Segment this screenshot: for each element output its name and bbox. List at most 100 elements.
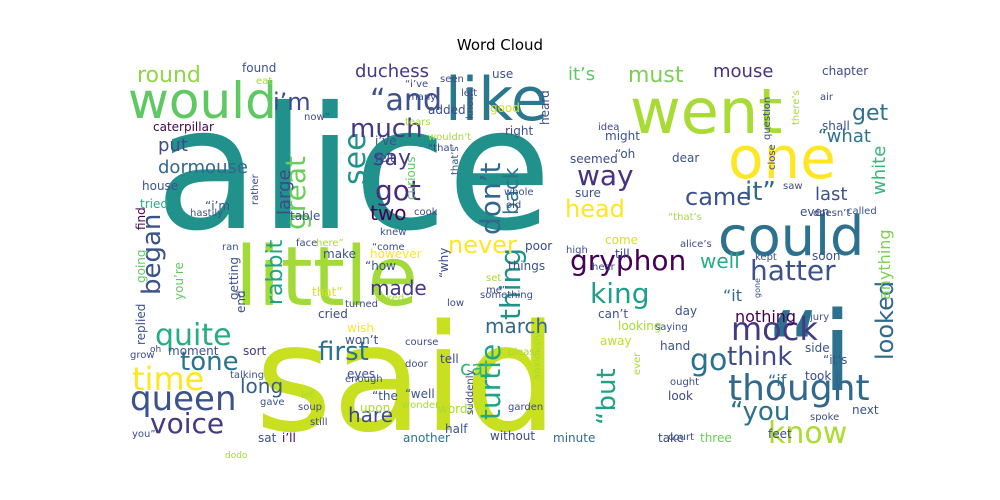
word-8: would — [128, 72, 277, 130]
word-28: don’t — [474, 162, 507, 235]
word-192: left — [461, 88, 477, 99]
word-132: use — [492, 67, 513, 81]
word-170: turned — [345, 299, 378, 310]
word-143: close — [767, 144, 778, 170]
word-137: “the — [372, 389, 398, 403]
word-57: “what — [818, 126, 871, 147]
word-35: tone — [180, 347, 239, 377]
word-198: you” — [132, 429, 156, 440]
word-1: said — [255, 293, 558, 465]
word-164: wonder — [402, 400, 440, 411]
word-176: knew — [380, 227, 406, 238]
word-122: that’s — [450, 146, 461, 175]
word-106: however — [370, 247, 422, 261]
word-74: replied — [134, 304, 148, 345]
word-69: found — [242, 61, 276, 75]
word-66: “if — [768, 371, 787, 390]
word-67: chapter — [822, 64, 868, 78]
word-108: “why — [437, 248, 451, 278]
word-163: door — [405, 359, 429, 370]
word-146: called — [847, 206, 877, 217]
word-33: it” — [745, 177, 776, 207]
word-87: took — [805, 369, 831, 383]
word-5: like — [445, 65, 548, 135]
word-167: let — [301, 390, 314, 401]
word-133: shall — [822, 119, 850, 133]
word-121: curious — [404, 156, 418, 200]
word-123: seemed — [570, 152, 618, 166]
word-32: “but — [592, 368, 622, 425]
word-166: soup — [298, 402, 322, 413]
word-25: way — [577, 159, 634, 192]
word-151: gone — [753, 278, 762, 298]
word-95: look — [668, 389, 693, 403]
word-117: hastily — [190, 208, 223, 219]
word-19: go — [690, 343, 727, 378]
word-81: without — [490, 429, 535, 443]
word-18: king — [590, 277, 650, 310]
word-129: added — [428, 103, 466, 117]
word-2: little — [235, 230, 418, 325]
word-42: say — [373, 146, 411, 171]
word-136: “it’s — [823, 353, 847, 367]
word-145: doesn’t — [813, 208, 850, 219]
word-103: cried — [318, 307, 348, 321]
word-187: now” — [304, 112, 330, 123]
word-60: large — [274, 169, 295, 215]
word-62: it’s — [568, 64, 595, 85]
word-46: dormouse — [158, 157, 248, 178]
word-29: head — [565, 195, 625, 223]
word-16: see — [338, 132, 373, 185]
word-100: eyes — [347, 367, 375, 381]
word-44: get — [852, 101, 889, 126]
word-183: whole — [504, 187, 534, 198]
word-124: “oh — [615, 147, 635, 161]
word-175: me” — [486, 285, 507, 296]
word-76: sort — [243, 344, 267, 358]
word-185: wouldn’t — [428, 132, 471, 143]
word-105: make — [323, 247, 356, 261]
word-0: alice — [155, 71, 552, 269]
word-120: i’ve — [375, 134, 397, 148]
word-172: low — [447, 298, 464, 309]
word-40: must — [628, 63, 684, 88]
word-111: come — [605, 233, 638, 247]
word-30: first — [318, 337, 369, 367]
word-139: “that’s — [668, 212, 702, 223]
word-6: one — [728, 124, 836, 192]
word-49: cat — [460, 356, 491, 380]
word-147: alice’s — [680, 239, 712, 250]
word-150: kept — [755, 252, 777, 263]
word-56: white — [869, 146, 890, 195]
word-119: felt — [375, 151, 395, 165]
word-148: high — [566, 245, 588, 256]
word-3: “i — [765, 288, 853, 416]
word-68: caterpillar — [153, 120, 214, 134]
word-158: garden — [508, 402, 543, 413]
word-63: anything — [875, 229, 894, 300]
word-80: another — [403, 431, 450, 445]
word-65: “it — [723, 286, 742, 305]
word-26: turtle — [474, 344, 507, 420]
word-85: feet — [768, 427, 792, 441]
word-58: duchess — [355, 61, 429, 82]
word-22: hatter — [750, 254, 836, 287]
word-116: “i’m — [205, 199, 230, 213]
word-130: right — [505, 124, 533, 138]
word-128: heard — [538, 90, 552, 125]
word-174: set — [486, 273, 501, 284]
word-99: upon — [360, 401, 390, 415]
word-153: saying — [655, 322, 688, 333]
word-7: could — [718, 205, 864, 268]
word-82: minute — [553, 431, 595, 445]
word-24: gryphon — [570, 244, 686, 277]
word-162: course — [405, 337, 438, 348]
word-91: things — [508, 259, 545, 273]
word-9: thought — [728, 368, 870, 409]
word-89: day — [675, 304, 697, 318]
word-184: idea — [598, 122, 619, 133]
word-21: “you — [730, 397, 790, 427]
word-107: “how — [365, 259, 396, 273]
word-15: “and — [370, 83, 442, 118]
